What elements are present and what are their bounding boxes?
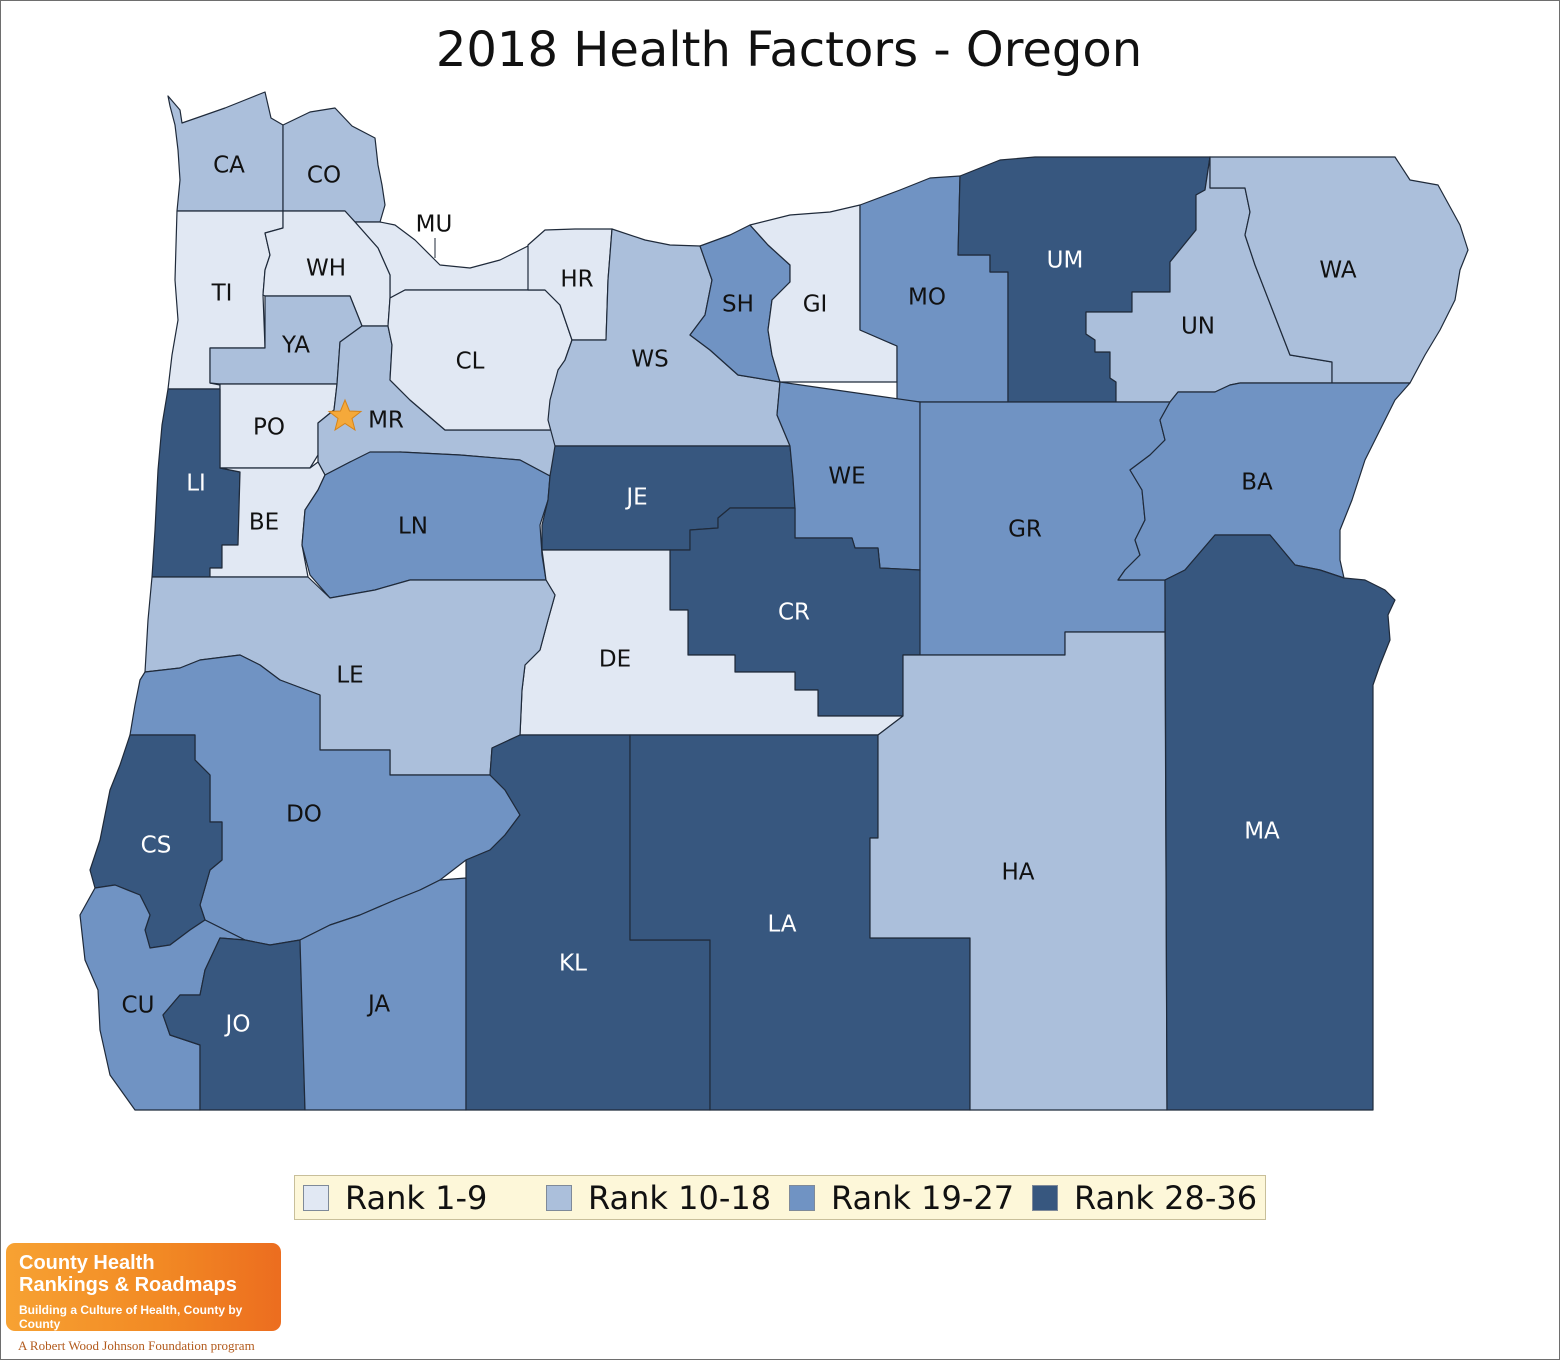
county-label-CO: CO — [307, 163, 341, 189]
legend-swatch — [789, 1184, 815, 1211]
county-label-KL: KL — [559, 951, 587, 977]
legend-label: Rank 19-27 — [831, 1178, 1015, 1217]
county-label-WH: WH — [306, 256, 346, 282]
county-label-HR: HR — [560, 267, 593, 293]
county-label-CS: CS — [141, 833, 172, 859]
logo-line1: County Health — [19, 1252, 155, 1274]
county-label-SH: SH — [722, 292, 754, 318]
county-label-MA: MA — [1244, 819, 1280, 845]
county-label-CL: CL — [456, 349, 485, 375]
legend-item-rank-1-9: Rank 1-9 — [303, 1176, 487, 1219]
county-label-HA: HA — [1001, 860, 1034, 886]
county-label-LE: LE — [336, 663, 363, 689]
county-label-GR: GR — [1008, 517, 1042, 543]
county-label-JA: JA — [366, 992, 390, 1018]
county-CA[interactable] — [167, 91, 284, 212]
county-label-WE: WE — [828, 464, 865, 490]
county-JA[interactable] — [299, 877, 467, 1111]
county-label-BE: BE — [249, 510, 279, 536]
county-label-GI: GI — [803, 292, 828, 318]
legend-label: Rank 28-36 — [1074, 1178, 1258, 1217]
county-label-CR: CR — [778, 600, 810, 626]
legend-swatch — [303, 1184, 329, 1211]
county-WA[interactable] — [1209, 156, 1469, 384]
county-label-UM: UM — [1047, 248, 1084, 274]
county-label-JE: JE — [624, 485, 647, 511]
county-label-CU: CU — [122, 993, 155, 1019]
county-label-WS: WS — [631, 347, 668, 373]
county-label-JO: JO — [224, 1012, 251, 1038]
oregon-county-map: CA CO MU TI WH YA PO MR CL HR WS SH GI M… — [79, 91, 1469, 1111]
county-label-MO: MO — [908, 285, 946, 311]
county-MA[interactable] — [1164, 534, 1396, 1111]
county-label-MR: MR — [368, 408, 404, 434]
legend-item-rank-28-36: Rank 28-36 — [1032, 1176, 1257, 1219]
county-label-YA: YA — [281, 333, 310, 359]
county-label-UN: UN — [1181, 314, 1215, 340]
county-label-BA: BA — [1241, 470, 1273, 496]
county-label-TI: TI — [211, 281, 233, 307]
county-health-rankings-logo: County Health Rankings & Roadmaps Buildi… — [6, 1243, 281, 1331]
county-label-PO: PO — [253, 415, 285, 441]
map-title: 2018 Health Factors - Oregon — [435, 22, 1143, 78]
legend-item-rank-19-27: Rank 19-27 — [789, 1176, 1014, 1219]
legend: Rank 1-9 Rank 10-18 Rank 19-27 Rank 28-3… — [294, 1175, 1266, 1220]
legend-label: Rank 1-9 — [345, 1178, 488, 1217]
county-label-LI: LI — [186, 471, 206, 497]
county-LN[interactable] — [301, 451, 551, 599]
county-label-DE: DE — [599, 647, 631, 673]
county-label-WA: WA — [1319, 258, 1356, 284]
logo-tagline: Building a Culture of Health, County by … — [19, 1303, 243, 1331]
county-label-LN: LN — [398, 514, 428, 540]
legend-item-rank-10-18: Rank 10-18 — [546, 1176, 771, 1219]
legend-swatch — [1032, 1184, 1058, 1211]
legend-swatch — [546, 1184, 572, 1211]
county-HA[interactable] — [869, 631, 1168, 1111]
capital-star-icon — [327, 398, 363, 432]
county-label-MU: MU — [416, 212, 453, 238]
county-label-DO: DO — [286, 802, 322, 828]
logo-line2: Rankings & Roadmaps — [19, 1274, 237, 1296]
county-JO[interactable] — [162, 937, 306, 1111]
logo-footer: A Robert Wood Johnson Foundation program — [18, 1338, 255, 1353]
county-label-LA: LA — [767, 912, 796, 938]
legend-label: Rank 10-18 — [588, 1178, 772, 1217]
county-label-CA: CA — [213, 153, 245, 179]
